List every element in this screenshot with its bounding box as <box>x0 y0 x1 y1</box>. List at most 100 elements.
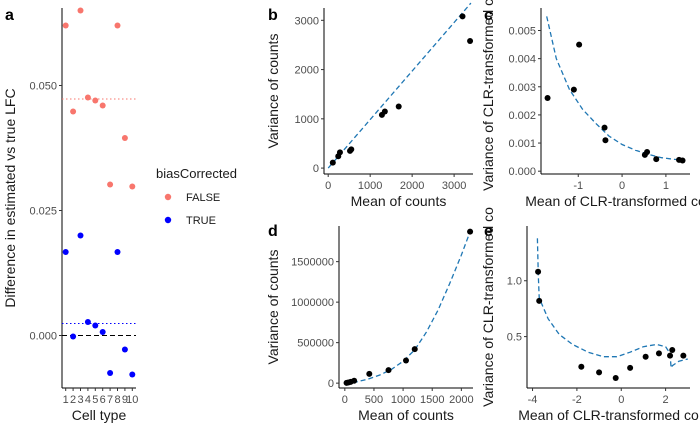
legend-label-true: TRUE <box>186 215 216 227</box>
data-point <box>679 157 686 164</box>
panel-label-d: d <box>268 223 278 240</box>
data-point <box>467 228 474 235</box>
y-axis-title: Difference in estimated vs true LFC <box>2 88 18 307</box>
x-tick-label: 1000 <box>358 180 382 192</box>
data-point <box>459 13 466 20</box>
legend-key-false <box>164 193 172 201</box>
y-tick-label: 0.000 <box>29 331 57 343</box>
data-point <box>642 353 649 360</box>
data-point-true <box>129 371 136 378</box>
data-point-false <box>99 102 106 109</box>
data-point <box>578 363 585 370</box>
data-point <box>411 346 418 353</box>
legend-title: biasCorrected <box>156 166 237 181</box>
y-tick-label: 2000 <box>295 65 319 77</box>
y-tick-label: 1500000 <box>291 257 334 269</box>
x-axis-title: Mean of counts <box>358 407 454 423</box>
y-tick-label: 0.001 <box>508 138 536 150</box>
y-tick-label: 0.003 <box>508 82 536 94</box>
y-axis-title: Variance of counts <box>265 34 281 149</box>
y-tick-label: 1.0 <box>507 276 522 288</box>
data-point-true <box>121 346 128 353</box>
x-tick-label: 0 <box>619 180 625 192</box>
panel-label-c: c <box>484 7 493 24</box>
y-axis-title: Variance of CLR-transformed co <box>480 0 496 191</box>
y-tick-label: 0.025 <box>29 206 57 218</box>
data-point-true <box>62 249 69 255</box>
x-tick-label: 5 <box>92 394 98 406</box>
x-tick-label: 0 <box>618 394 624 406</box>
data-point-true <box>99 329 106 335</box>
panel-label-a: a <box>5 7 14 24</box>
data-point <box>351 377 358 384</box>
y-tick-label: 0.000 <box>508 166 536 178</box>
y-tick-label: 500000 <box>297 338 334 350</box>
x-tick-label: 3 <box>77 394 83 406</box>
panel-label-e: e <box>484 223 493 240</box>
data-point-false <box>129 183 136 190</box>
data-point <box>680 352 687 359</box>
x-tick-label: 2 <box>663 394 669 406</box>
x-tick-label: 6 <box>100 394 106 406</box>
x-tick-label: 1 <box>63 394 69 406</box>
data-point <box>601 124 608 131</box>
data-point-true <box>92 322 99 329</box>
x-axis-title: Cell type <box>72 407 127 423</box>
y-tick-label: 3000 <box>295 15 319 27</box>
x-tick-label: 1500 <box>420 394 444 406</box>
x-tick-label: 2000 <box>449 394 473 406</box>
x-tick-label: 2000 <box>400 180 424 192</box>
data-point-false <box>70 108 77 115</box>
fit-line <box>536 238 688 371</box>
x-tick-label: 0 <box>325 180 331 192</box>
x-tick-label: 3000 <box>442 180 466 192</box>
x-tick-label: 500 <box>365 394 383 406</box>
data-point <box>570 86 577 93</box>
data-point <box>395 103 402 110</box>
data-point-false <box>77 7 84 14</box>
data-point-false <box>107 181 114 188</box>
y-axis-title: Variance of CLR-transformed co <box>480 207 496 407</box>
data-point-false <box>62 22 69 29</box>
data-point <box>385 367 392 374</box>
legend: biasCorrected FALSE TRUE <box>156 166 237 227</box>
data-point-true <box>84 319 91 325</box>
y-tick-label: 0.002 <box>508 110 536 122</box>
data-point-false <box>121 135 128 141</box>
x-axis-title: Mean of CLR-transformed co <box>518 407 699 423</box>
fit-line <box>546 16 684 161</box>
data-point <box>536 297 543 304</box>
legend-label-false: FALSE <box>186 192 220 204</box>
data-point <box>669 347 676 354</box>
x-tick-label: 7 <box>107 394 113 406</box>
data-point-false <box>114 22 121 29</box>
data-point-false <box>92 97 99 104</box>
y-tick-label: 0.005 <box>508 26 536 38</box>
x-tick-label: 0 <box>342 394 348 406</box>
data-point <box>544 95 551 102</box>
y-tick-label: 1000000 <box>291 297 334 309</box>
legend-key-true <box>164 216 172 224</box>
x-tick-label: 8 <box>114 394 120 406</box>
data-point <box>403 357 409 364</box>
data-point <box>336 149 343 156</box>
data-point-true <box>77 232 84 239</box>
data-point-false <box>84 94 91 101</box>
x-tick-label: 2 <box>70 394 76 406</box>
data-point <box>602 137 609 144</box>
data-point-true <box>70 333 77 340</box>
data-point-true <box>114 249 121 255</box>
x-axis-title: Mean of counts <box>351 193 447 209</box>
data-point <box>612 374 619 381</box>
data-point <box>467 38 474 45</box>
panel-label-b: b <box>268 7 278 24</box>
data-point <box>366 370 373 377</box>
data-point <box>655 350 662 357</box>
x-tick-label: 1000 <box>391 394 415 406</box>
y-tick-label: 0 <box>328 378 334 390</box>
